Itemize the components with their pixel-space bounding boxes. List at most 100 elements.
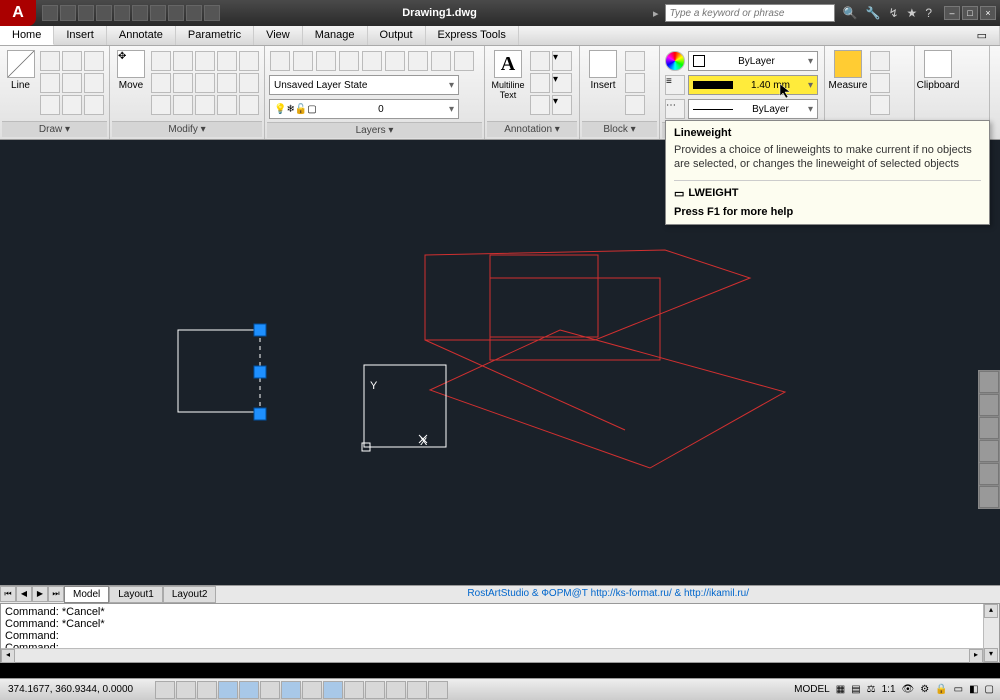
measure-button[interactable]: Measure: [829, 50, 867, 91]
tab-insert[interactable]: Insert: [54, 26, 107, 45]
lock-ui-icon[interactable]: 🔒: [935, 684, 947, 695]
ducs-toggle[interactable]: [302, 681, 322, 699]
move-button[interactable]: ✥ Move: [114, 50, 148, 91]
footer-link[interactable]: RostArtStudio & ФОРМ@Т http://ks-format.…: [216, 586, 1000, 603]
linetype-icon[interactable]: ⋯: [665, 99, 685, 119]
layer-prop-icon[interactable]: [270, 51, 290, 71]
model-tab[interactable]: Model: [64, 586, 109, 603]
util-icon[interactable]: [870, 73, 890, 93]
tab-last-icon[interactable]: ⏭: [48, 586, 64, 602]
nav-zoom-icon[interactable]: [979, 417, 999, 439]
table-icon[interactable]: [530, 95, 550, 115]
nav-pan-icon[interactable]: [979, 394, 999, 416]
panel-draw-label[interactable]: Draw ▾: [2, 121, 107, 137]
workspace-icon[interactable]: ⚙: [920, 684, 929, 695]
fillet-icon[interactable]: [239, 51, 259, 71]
trim-icon[interactable]: [195, 51, 215, 71]
dim-linear-icon[interactable]: [530, 51, 550, 71]
arc-icon[interactable]: [62, 51, 82, 71]
snap-toggle[interactable]: [155, 681, 175, 699]
sc-toggle[interactable]: [407, 681, 427, 699]
panel-annotation-label[interactable]: Annotation ▾: [487, 121, 577, 137]
panel-block-label[interactable]: Block ▾: [582, 121, 657, 137]
panel-layers-label[interactable]: Layers ▾: [267, 122, 482, 138]
tab-parametric[interactable]: Parametric: [176, 26, 254, 45]
3dosnap-toggle[interactable]: [260, 681, 280, 699]
binoculars-icon[interactable]: 🔍: [843, 6, 858, 20]
app-logo[interactable]: A: [0, 0, 36, 26]
exchange-icon[interactable]: ↯: [888, 6, 898, 20]
copy-icon[interactable]: [151, 51, 171, 71]
ribbon-expand-icon[interactable]: ▭: [965, 26, 1000, 45]
quickview-layouts-icon[interactable]: ▤: [851, 684, 860, 695]
qat-undo-icon[interactable]: [96, 5, 112, 21]
layer-iso-icon[interactable]: [339, 51, 359, 71]
leader-drop-icon[interactable]: ▾: [552, 73, 572, 93]
block-attr-icon[interactable]: [625, 95, 645, 115]
layer-off-icon[interactable]: [362, 51, 382, 71]
line-button[interactable]: Line: [4, 50, 37, 91]
mirror-icon[interactable]: [217, 51, 237, 71]
layer-walk-icon[interactable]: [431, 51, 451, 71]
create-block-icon[interactable]: [625, 51, 645, 71]
dim-drop-icon[interactable]: ▾: [552, 51, 572, 71]
layer-freeze-icon[interactable]: [293, 51, 313, 71]
star-icon[interactable]: ★: [907, 6, 918, 20]
layer-match-icon[interactable]: [385, 51, 405, 71]
layout2-tab[interactable]: Layout2: [163, 586, 217, 603]
insert-button[interactable]: Insert: [584, 50, 622, 91]
panel-modify-label[interactable]: Modify ▾: [112, 121, 262, 137]
scroll-left-icon[interactable]: ◂: [1, 649, 15, 663]
lineweight-dropdown[interactable]: 1.40 mm: [688, 75, 818, 95]
close-button[interactable]: ×: [980, 6, 996, 20]
scroll-right-icon[interactable]: ▸: [969, 649, 983, 663]
rotate-icon[interactable]: [173, 51, 193, 71]
otrack-toggle[interactable]: [281, 681, 301, 699]
nav-collapse-icon[interactable]: [979, 486, 999, 508]
chamfer-icon[interactable]: [173, 95, 193, 115]
coordinates[interactable]: 374.1677, 360.9344, 0.0000: [0, 684, 155, 695]
model-space-label[interactable]: MODEL: [794, 684, 830, 695]
tab-express[interactable]: Express Tools: [426, 26, 519, 45]
tab-manage[interactable]: Manage: [303, 26, 368, 45]
polyline-icon[interactable]: [40, 51, 60, 71]
qat-save-icon[interactable]: [78, 5, 94, 21]
lwt-toggle[interactable]: [344, 681, 364, 699]
maximize-button[interactable]: □: [962, 6, 978, 20]
anno-vis-icon[interactable]: 👁: [902, 684, 915, 695]
edit-block-icon[interactable]: [625, 73, 645, 93]
tab-first-icon[interactable]: ⏮: [0, 586, 16, 602]
util-icon[interactable]: [870, 95, 890, 115]
osnap-toggle[interactable]: [239, 681, 259, 699]
join-icon[interactable]: [239, 95, 259, 115]
qat-btn[interactable]: [168, 5, 184, 21]
explode-icon[interactable]: [151, 95, 171, 115]
tab-output[interactable]: Output: [368, 26, 426, 45]
layer-state-dropdown[interactable]: Unsaved Layer State: [269, 75, 459, 95]
layer-prev-icon[interactable]: [408, 51, 428, 71]
grid-toggle[interactable]: [176, 681, 196, 699]
command-window[interactable]: Command: *Cancel* Command: *Cancel* Comm…: [0, 603, 1000, 663]
break-icon[interactable]: [217, 95, 237, 115]
tab-home[interactable]: Home: [0, 26, 54, 45]
region-icon[interactable]: [84, 95, 104, 115]
minimize-button[interactable]: –: [944, 6, 960, 20]
help-icon[interactable]: ?: [925, 6, 932, 20]
linetype-dropdown[interactable]: ByLayer: [688, 99, 818, 119]
array-icon[interactable]: [195, 73, 215, 93]
table-drop-icon[interactable]: ▾: [552, 95, 572, 115]
qat-btn[interactable]: [186, 5, 202, 21]
rectangle-icon[interactable]: [84, 73, 104, 93]
dyn-toggle[interactable]: [323, 681, 343, 699]
wrench-icon[interactable]: 🔧: [866, 6, 881, 20]
util-icon[interactable]: [870, 51, 890, 71]
tpy-toggle[interactable]: [365, 681, 385, 699]
tab-prev-icon[interactable]: ◀: [16, 586, 32, 602]
stretch-icon[interactable]: [151, 73, 171, 93]
nav-wheel-icon[interactable]: [979, 371, 999, 393]
qat-print-icon[interactable]: [132, 5, 148, 21]
hardware-accel-icon[interactable]: ▭: [954, 684, 963, 695]
tab-annotate[interactable]: Annotate: [107, 26, 176, 45]
qat-new-icon[interactable]: [42, 5, 58, 21]
layer-dropdown[interactable]: 💡❄🔓▢ 0: [269, 99, 459, 119]
